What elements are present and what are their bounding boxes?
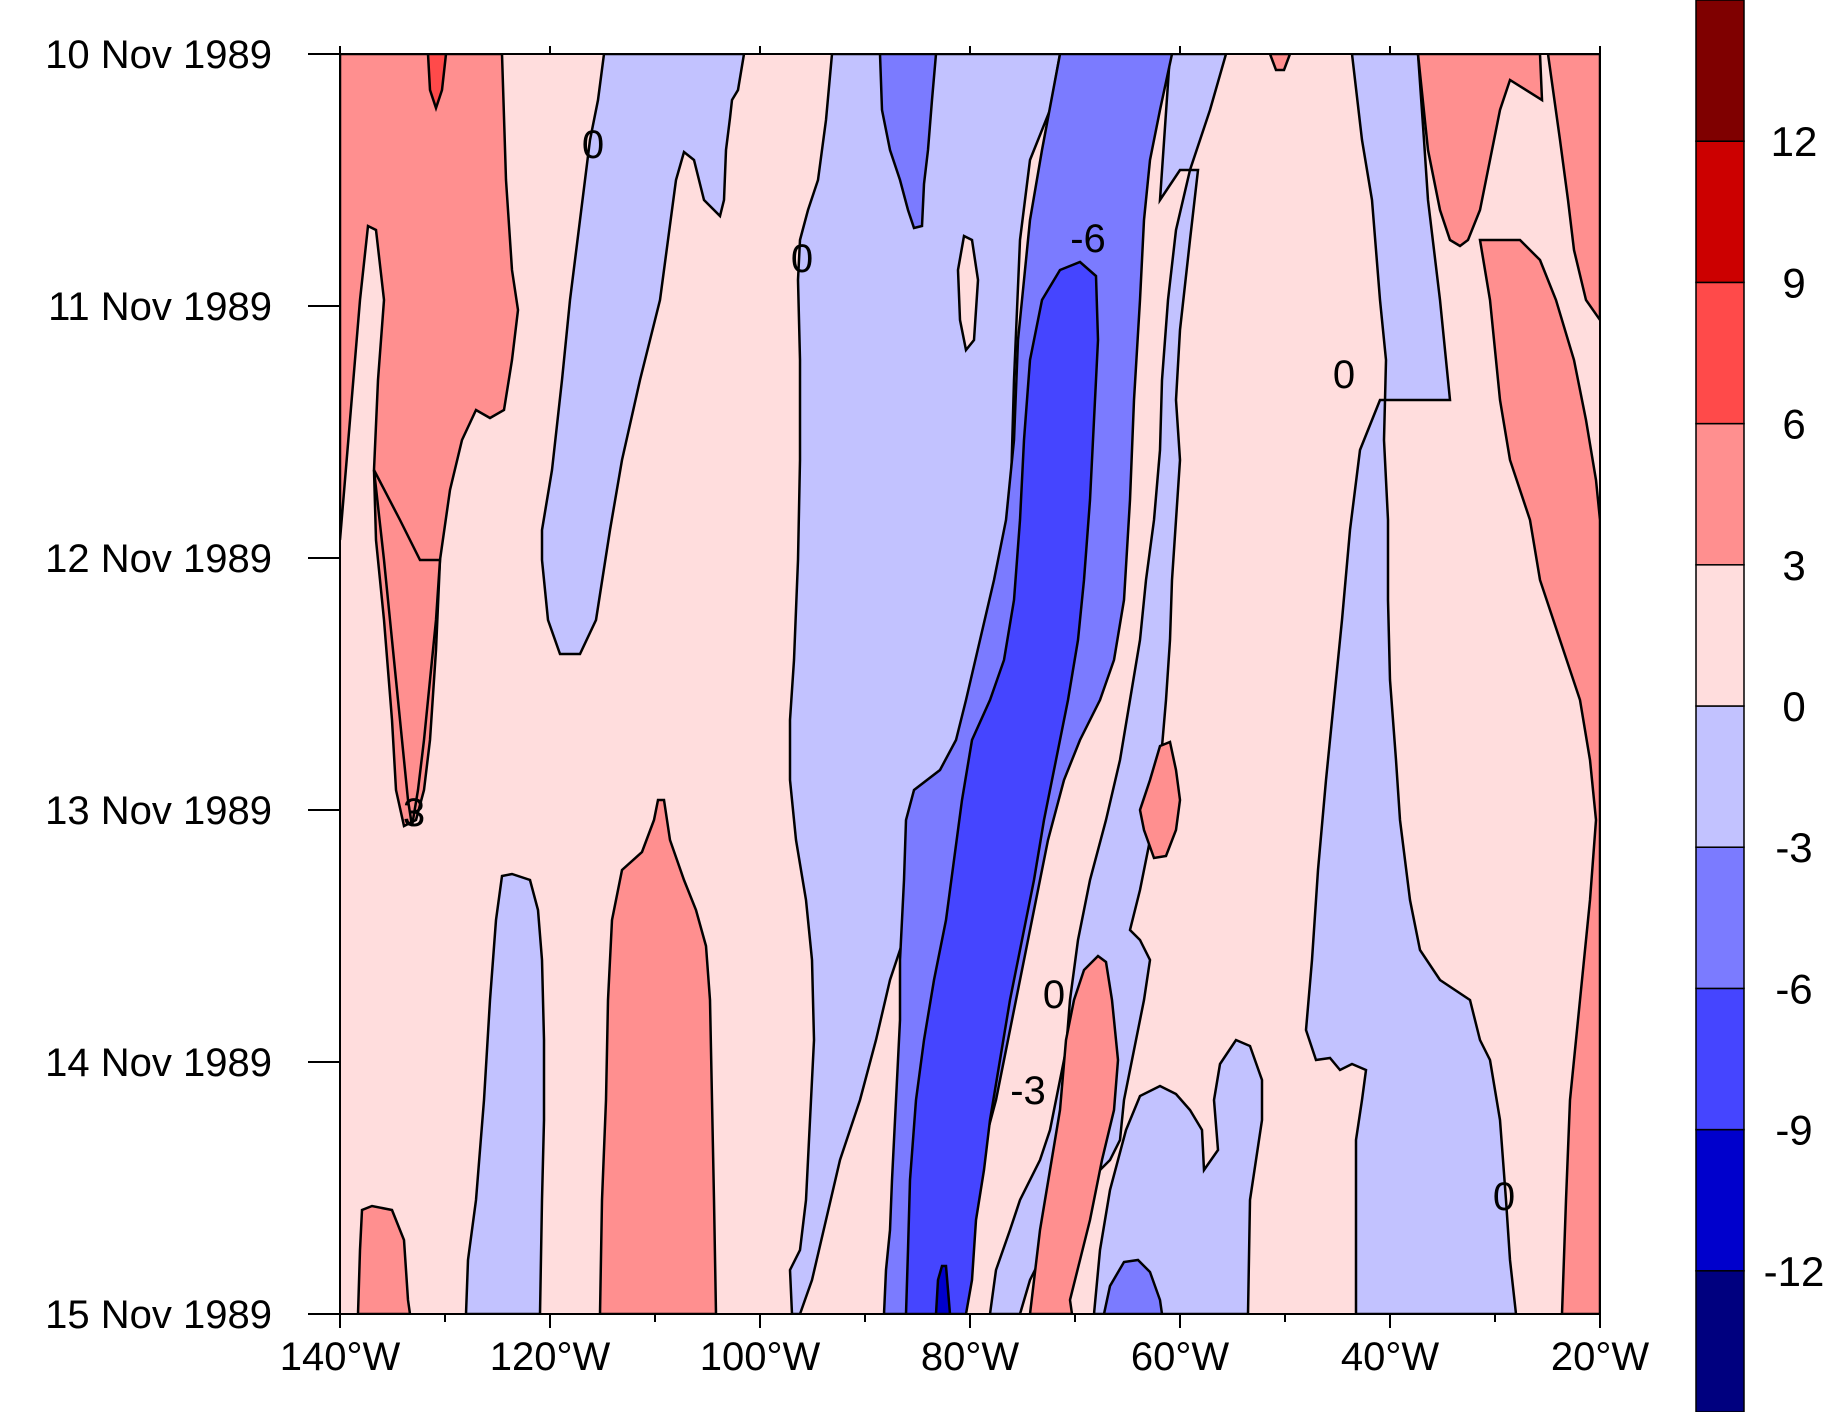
contour-label: 0 [582,123,604,167]
colorbar-label: -12 [1764,1248,1825,1295]
y-tick-label: 11 Nov 1989 [48,285,272,329]
contour-label: 3 [403,791,425,835]
colorbar-label: 9 [1782,259,1805,306]
contour-fill [340,54,1600,1314]
contour-label: 0 [1043,973,1065,1017]
colorbar-label: 6 [1782,401,1805,448]
y-tick-label: 10 Nov 1989 [45,33,272,77]
colorbar: -12 -9 -6 -3 0 3 6 9 12 [1695,0,1825,1412]
contour-label: 0 [1493,1175,1515,1219]
colorbar-label: 0 [1782,683,1805,730]
colorbar-label: -9 [1775,1107,1812,1154]
colorbar-swatch [1695,140,1745,284]
band-0-to-3-inset [956,234,980,353]
x-tick-label: 120°W [490,1335,611,1379]
band-6-to-9-west [426,54,448,112]
colorbar-swatch [1695,1270,1745,1412]
colorbar-label: 12 [1771,118,1818,165]
band-3-to-6-east [1546,54,1600,323]
colorbar-swatch [1695,987,1745,1131]
band-3-to-6-tiny [1268,54,1292,72]
y-tick-label: 13 Nov 1989 [45,789,272,833]
x-axis: 140°W 120°W 100°W 80°W 60°W 40°W 20°W [280,46,1649,1379]
band-minus3-to-minus6-top [878,54,938,230]
x-tick-label: 40°W [1341,1335,1439,1379]
colorbar-swatch [1695,422,1745,566]
band-3-to-6-small [1138,740,1182,860]
colorbar-swatch [1695,564,1745,707]
colorbar-label: 3 [1782,542,1805,589]
contour-label: 0 [1333,353,1355,397]
contour-label: -6 [1070,217,1106,261]
x-tick-label: 100°W [700,1335,821,1379]
band-3-to-6-east-bottom [1478,238,1600,1314]
contour-labels: 0 0 -6 0 3 0 -3 0 [403,123,1515,1219]
colorbar-swatch [1695,846,1745,990]
contour-label: 0 [791,237,813,281]
band-3-to-6-tip [372,469,442,827]
y-tick-label: 14 Nov 1989 [45,1041,272,1085]
band-0-to-minus3-a [540,54,746,656]
colorbar-swatch [1695,281,1745,425]
colorbar-label: -6 [1775,965,1812,1012]
band-0-to-minus3-east [1304,54,1518,1314]
band-0-to-minus3-bottom-left [464,872,546,1314]
band-3-to-6-west [340,54,520,828]
band-3-to-6-east-top [1416,54,1544,248]
y-axis: 10 Nov 1989 11 Nov 1989 12 Nov 1989 13 Nov … [45,33,340,1337]
band-3-to-6-bottom [598,798,718,1314]
x-tick-label: 140°W [280,1335,401,1379]
colorbar-swatch [1695,0,1745,142]
band-3-to-6-bottom-left [356,1204,412,1314]
colorbar-swatch [1695,705,1745,848]
y-tick-label: 12 Nov 1989 [45,537,272,581]
x-tick-label: 80°W [921,1335,1019,1379]
x-tick-label: 60°W [1131,1335,1229,1379]
band-minus6-to-minus9 [904,260,1100,1314]
contour-label: -3 [1010,1069,1046,1113]
colorbar-swatch [1695,1128,1745,1272]
band-minus3-to-minus6-bottom [1102,1258,1164,1314]
y-tick-label: 15 Nov 1989 [45,1293,272,1337]
band-0-to-minus3-bottom-center [1092,1038,1264,1314]
band-minus9-to-minus12 [934,1264,952,1314]
colorbar-label: -3 [1775,824,1812,871]
x-tick-label: 20°W [1551,1335,1649,1379]
band-3-to-6-center-east [1028,954,1120,1314]
